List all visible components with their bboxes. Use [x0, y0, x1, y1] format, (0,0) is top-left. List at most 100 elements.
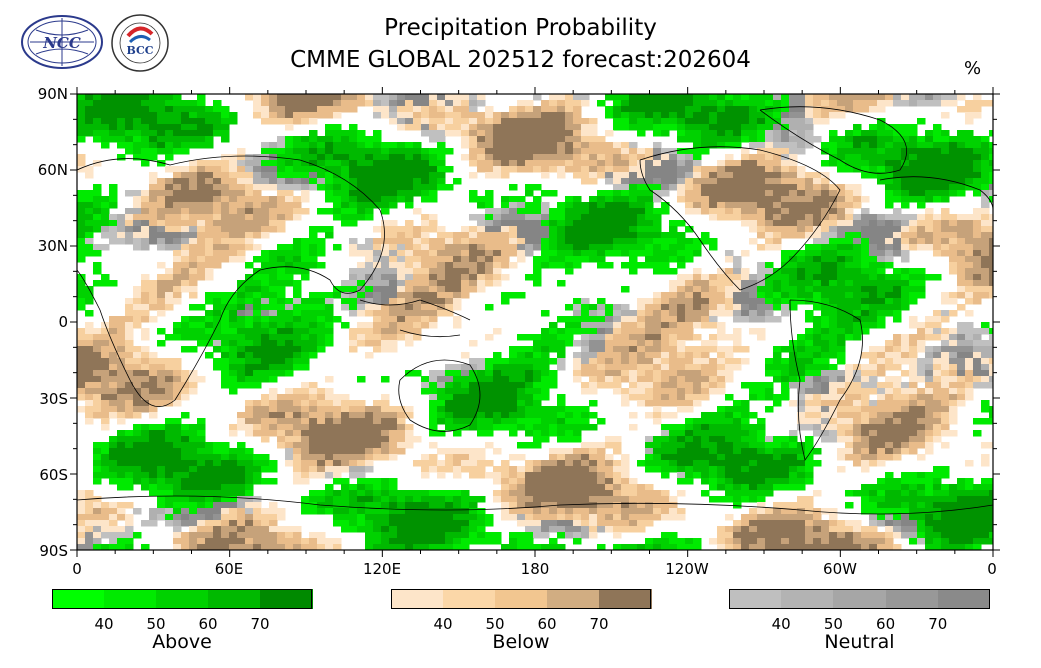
field-cell [757, 148, 766, 155]
field-cell [221, 124, 230, 131]
field-cell [109, 436, 118, 443]
field-cell [645, 250, 654, 257]
field-cell [261, 106, 270, 113]
field-cell [733, 418, 742, 425]
field-cell [837, 286, 846, 293]
field-cell [749, 310, 758, 317]
field-cell [349, 196, 358, 203]
field-cell [965, 136, 974, 143]
field-cell [309, 304, 318, 311]
field-cell [693, 94, 702, 101]
field-cell [133, 226, 142, 233]
field-cell [413, 322, 422, 329]
field-cell [405, 412, 414, 419]
field-cell [389, 322, 398, 329]
field-cell [373, 340, 382, 347]
field-cell [653, 220, 662, 227]
field-cell [181, 256, 190, 263]
field-cell [445, 394, 454, 401]
field-cell [293, 418, 302, 425]
field-cell [149, 148, 158, 155]
field-cell [813, 388, 822, 395]
field-cell [181, 328, 190, 335]
field-cell [669, 424, 678, 431]
field-cell [437, 370, 446, 377]
field-cell [829, 154, 838, 161]
field-cell [781, 124, 790, 131]
field-cell [301, 94, 310, 101]
field-cell [453, 382, 462, 389]
field-cell [837, 244, 846, 251]
field-cell [717, 160, 726, 167]
field-cell [541, 160, 550, 167]
field-cell [741, 292, 750, 299]
field-cell [389, 232, 398, 239]
field-cell [901, 154, 910, 161]
field-cell [821, 334, 830, 341]
field-cell [813, 412, 822, 419]
field-cell [949, 394, 958, 401]
field-cell [869, 388, 878, 395]
field-cell [325, 322, 334, 329]
field-cell [557, 214, 566, 221]
field-cell [653, 232, 662, 239]
field-cell [741, 172, 750, 179]
field-cell [541, 190, 550, 197]
field-cell [461, 370, 470, 377]
field-cell [893, 382, 902, 389]
field-cell [229, 346, 238, 353]
field-cell [885, 310, 894, 317]
field-cell [693, 100, 702, 107]
field-cell [429, 250, 438, 257]
field-cell [653, 172, 662, 179]
field-cell [301, 136, 310, 143]
field-cell [149, 406, 158, 413]
field-cell [813, 106, 822, 113]
field-cell [109, 214, 118, 221]
field-cell [781, 382, 790, 389]
field-cell [813, 112, 822, 119]
field-cell [629, 334, 638, 341]
field-cell [805, 310, 814, 317]
field-cell [213, 214, 222, 221]
field-cell [485, 358, 494, 365]
field-cell [469, 358, 478, 365]
field-cell [189, 184, 198, 191]
field-cell [93, 202, 102, 209]
field-cell [949, 190, 958, 197]
field-cell [925, 406, 934, 413]
field-cell [677, 322, 686, 329]
field-cell [757, 166, 766, 173]
field-cell [653, 160, 662, 167]
field-cell [829, 226, 838, 233]
field-cell [693, 202, 702, 209]
field-cell [149, 442, 158, 449]
field-cell [429, 190, 438, 197]
field-cell [637, 202, 646, 209]
field-cell [773, 316, 782, 323]
field-cell [421, 178, 430, 185]
field-cell [877, 346, 886, 353]
field-cell [645, 196, 654, 203]
field-cell [429, 388, 438, 395]
field-cell [93, 400, 102, 407]
field-cell [141, 292, 150, 299]
field-cell [773, 232, 782, 239]
field-cell [229, 376, 238, 383]
field-cell [157, 376, 166, 383]
field-cell [501, 274, 510, 281]
field-cell [797, 340, 806, 347]
field-cell [949, 238, 958, 245]
field-cell [85, 394, 94, 401]
field-cell [189, 136, 198, 143]
field-cell [293, 394, 302, 401]
field-cell [805, 226, 814, 233]
field-cell [301, 388, 310, 395]
field-cell [661, 304, 670, 311]
field-cell [981, 346, 990, 353]
field-cell [557, 424, 566, 431]
field-cell [93, 208, 102, 215]
field-cell [909, 220, 918, 227]
field-cell [229, 160, 238, 167]
field-cell [805, 274, 814, 281]
